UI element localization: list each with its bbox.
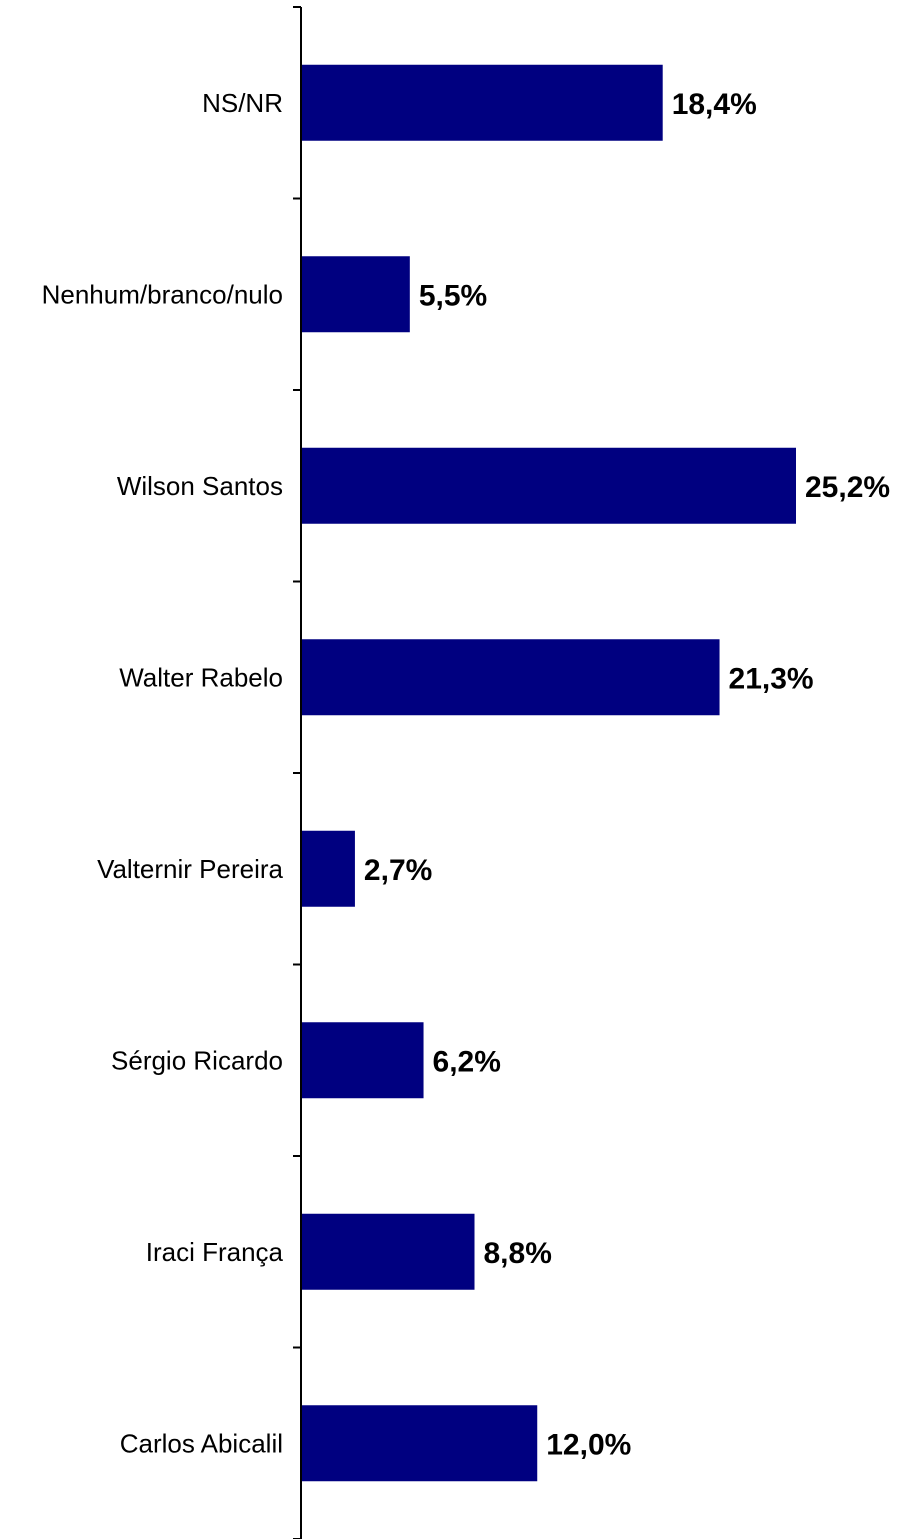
value-label: 8,8% bbox=[484, 1237, 552, 1270]
bar-2 bbox=[302, 447, 796, 524]
category-axis bbox=[293, 6, 302, 1539]
category-label: Walter Rabelo bbox=[119, 662, 283, 692]
category-label: Iraci França bbox=[146, 1237, 284, 1267]
bar-1 bbox=[302, 256, 410, 333]
bar-3 bbox=[302, 639, 720, 716]
value-label: 6,2% bbox=[433, 1045, 501, 1078]
bar-6 bbox=[302, 1213, 475, 1290]
value-label: 12,0% bbox=[546, 1428, 631, 1461]
value-label: 25,2% bbox=[805, 471, 890, 504]
value-label: 18,4% bbox=[672, 88, 757, 121]
category-label: Carlos Abicalil bbox=[120, 1428, 283, 1458]
category-label: Wilson Santos bbox=[117, 471, 283, 501]
category-label: Sérgio Ricardo bbox=[111, 1045, 283, 1075]
labels-layer: NS/NR 18,4% Nenhum/branco/nulo 5,5% Wilson S… bbox=[42, 88, 890, 1462]
category-label: Valternir Pereira bbox=[97, 854, 283, 884]
value-label: 2,7% bbox=[364, 854, 432, 887]
bar-0 bbox=[302, 64, 663, 141]
bars-layer bbox=[302, 64, 796, 1482]
bar-5 bbox=[302, 1022, 424, 1099]
bar-4 bbox=[302, 830, 355, 907]
category-label: Nenhum/branco/nulo bbox=[42, 279, 283, 309]
bar-7 bbox=[302, 1405, 538, 1482]
category-label: NS/NR bbox=[202, 88, 283, 118]
value-label: 5,5% bbox=[419, 279, 487, 312]
value-label: 21,3% bbox=[729, 662, 814, 695]
